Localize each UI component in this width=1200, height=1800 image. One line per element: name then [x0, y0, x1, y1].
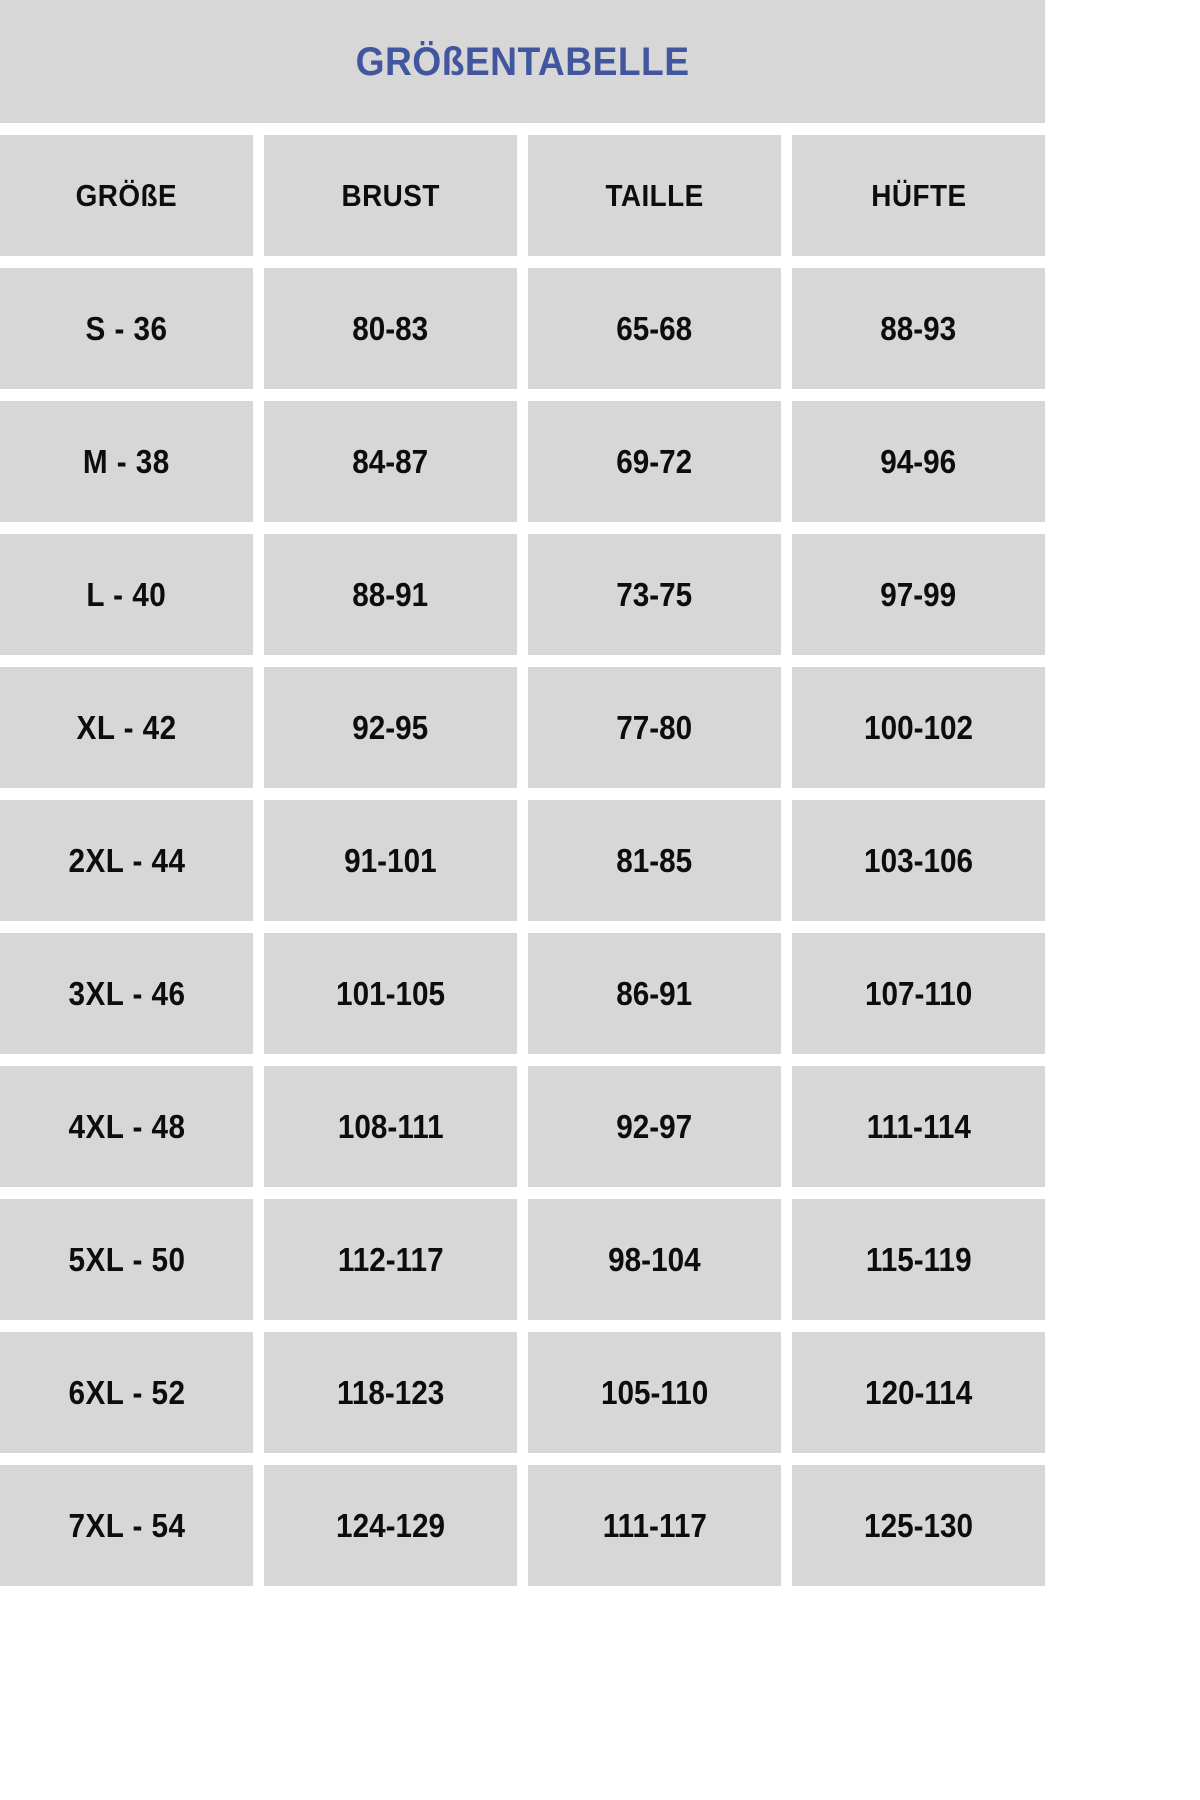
- column-header-label: HÜFTE: [870, 178, 967, 213]
- column-header-taille: TAILLE: [528, 135, 781, 256]
- cell-value: 91-101: [344, 842, 437, 879]
- table-row-brust-cell: 112-117: [264, 1199, 517, 1320]
- table-row-size-cell: XL - 42: [0, 667, 253, 788]
- cell-value: 112-117: [337, 1241, 444, 1278]
- cell-value: 125-130: [863, 1507, 973, 1544]
- table-row-size-cell: M - 38: [0, 401, 253, 522]
- cell-value: S - 36: [85, 310, 168, 347]
- table-row-taille-cell: 65-68: [528, 268, 781, 389]
- table-row-huefte-cell: 100-102: [792, 667, 1045, 788]
- column-header-brust: BRUST: [264, 135, 517, 256]
- cell-value: 97-99: [880, 576, 957, 613]
- cell-value: 65-68: [616, 310, 693, 347]
- table-row-brust-cell: 84-87: [264, 401, 517, 522]
- table-row-taille-cell: 73-75: [528, 534, 781, 655]
- cell-value: 92-95: [352, 709, 429, 746]
- column-header-groesse: GRÖßE: [0, 135, 253, 256]
- table-row-size-cell: 4XL - 48: [0, 1066, 253, 1187]
- cell-value: 107-110: [864, 975, 973, 1012]
- cell-value: 69-72: [616, 443, 693, 480]
- cell-value: L - 40: [86, 576, 167, 613]
- table-row-taille-cell: 105-110: [528, 1332, 781, 1453]
- table-row-huefte-cell: 120-114: [792, 1332, 1045, 1453]
- cell-value: 4XL - 48: [68, 1108, 185, 1145]
- table-row-brust-cell: 124-129: [264, 1465, 517, 1586]
- table-row-brust-cell: 91-101: [264, 800, 517, 921]
- table-row-huefte-cell: 97-99: [792, 534, 1045, 655]
- column-header-label: BRUST: [341, 178, 440, 213]
- cell-value: 7XL - 54: [68, 1507, 185, 1544]
- table-row-huefte-cell: 88-93: [792, 268, 1045, 389]
- table-row-taille-cell: 77-80: [528, 667, 781, 788]
- table-row-size-cell: S - 36: [0, 268, 253, 389]
- cell-value: 3XL - 46: [68, 975, 185, 1012]
- cell-value: 103-106: [863, 842, 973, 879]
- table-row-size-cell: 3XL - 46: [0, 933, 253, 1054]
- cell-value: XL - 42: [76, 709, 177, 746]
- cell-value: 100-102: [863, 709, 973, 746]
- cell-value: 101-105: [335, 975, 445, 1012]
- cell-value: 73-75: [616, 576, 693, 613]
- table-row-brust-cell: 118-123: [264, 1332, 517, 1453]
- cell-value: 88-93: [880, 310, 957, 347]
- table-row-size-cell: L - 40: [0, 534, 253, 655]
- table-row-brust-cell: 80-83: [264, 268, 517, 389]
- table-row-brust-cell: 108-111: [264, 1066, 517, 1187]
- size-table: GRÖßE BRUST TAILLE HÜFTE S - 36 80-83 65…: [0, 135, 1045, 1586]
- cell-value: 80-83: [352, 310, 429, 347]
- table-row-size-cell: 7XL - 54: [0, 1465, 253, 1586]
- cell-value: 115-119: [865, 1241, 972, 1278]
- table-row-brust-cell: 88-91: [264, 534, 517, 655]
- size-chart: GRÖßENTABELLE GRÖßE BRUST TAILLE HÜFTE S…: [0, 0, 1045, 1586]
- cell-value: 5XL - 50: [68, 1241, 185, 1278]
- cell-value: 86-91: [616, 975, 693, 1012]
- cell-value: 6XL - 52: [68, 1374, 185, 1411]
- table-row-taille-cell: 69-72: [528, 401, 781, 522]
- table-row-brust-cell: 101-105: [264, 933, 517, 1054]
- cell-value: 84-87: [352, 443, 429, 480]
- table-row-huefte-cell: 94-96: [792, 401, 1045, 522]
- cell-value: 81-85: [616, 842, 693, 879]
- table-row-huefte-cell: 107-110: [792, 933, 1045, 1054]
- column-header-label: TAILLE: [605, 178, 704, 213]
- column-header-label: GRÖßE: [75, 178, 178, 213]
- cell-value: 111-117: [602, 1507, 707, 1544]
- table-row-size-cell: 6XL - 52: [0, 1332, 253, 1453]
- page-title: GRÖßENTABELLE: [355, 39, 690, 84]
- table-row-taille-cell: 81-85: [528, 800, 781, 921]
- table-row-brust-cell: 92-95: [264, 667, 517, 788]
- table-row-taille-cell: 111-117: [528, 1465, 781, 1586]
- table-row-taille-cell: 98-104: [528, 1199, 781, 1320]
- table-row-size-cell: 2XL - 44: [0, 800, 253, 921]
- table-row-huefte-cell: 103-106: [792, 800, 1045, 921]
- table-row-huefte-cell: 115-119: [792, 1199, 1045, 1320]
- cell-value: M - 38: [83, 443, 170, 480]
- table-row-taille-cell: 86-91: [528, 933, 781, 1054]
- cell-value: 77-80: [616, 709, 693, 746]
- cell-value: 111-114: [866, 1108, 971, 1145]
- cell-value: 105-110: [600, 1374, 709, 1411]
- title-banner: GRÖßENTABELLE: [0, 0, 1045, 123]
- cell-value: 124-129: [335, 1507, 445, 1544]
- table-row-huefte-cell: 125-130: [792, 1465, 1045, 1586]
- cell-value: 2XL - 44: [68, 842, 185, 879]
- cell-value: 120-114: [864, 1374, 973, 1411]
- cell-value: 94-96: [880, 443, 957, 480]
- table-row-taille-cell: 92-97: [528, 1066, 781, 1187]
- column-header-huefte: HÜFTE: [792, 135, 1045, 256]
- table-row-huefte-cell: 111-114: [792, 1066, 1045, 1187]
- table-row-size-cell: 5XL - 50: [0, 1199, 253, 1320]
- cell-value: 108-111: [337, 1108, 444, 1145]
- cell-value: 118-123: [336, 1374, 445, 1411]
- cell-value: 88-91: [352, 576, 429, 613]
- cell-value: 92-97: [616, 1108, 693, 1145]
- cell-value: 98-104: [608, 1241, 701, 1278]
